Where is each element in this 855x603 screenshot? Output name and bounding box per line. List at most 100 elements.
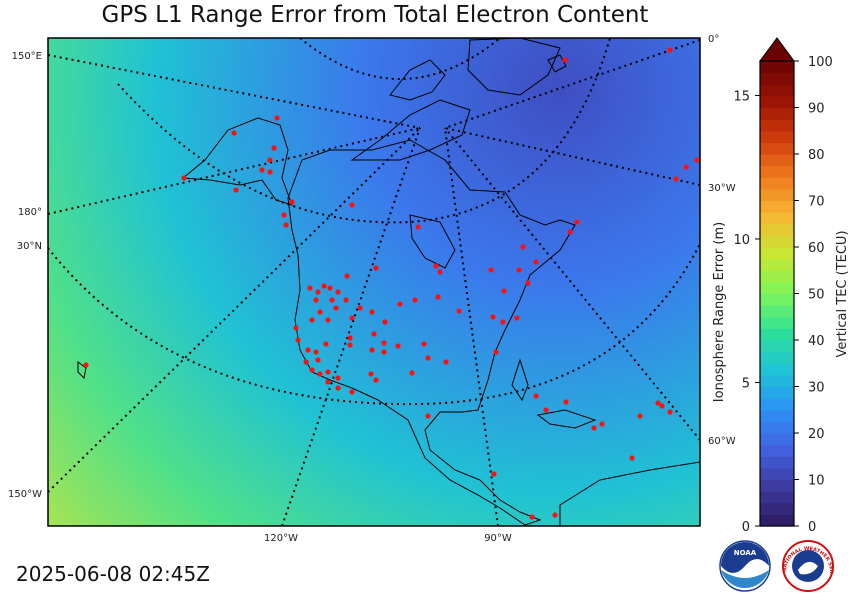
colorbar-band xyxy=(760,305,794,318)
alaska-outline xyxy=(181,117,293,206)
gps-station-marker xyxy=(425,413,431,419)
gps-station-marker xyxy=(456,308,462,314)
hudson-bay-outline xyxy=(409,214,456,269)
gps-station-marker xyxy=(305,347,311,353)
range-tick-label: 10 xyxy=(733,233,750,248)
colorbar-band xyxy=(760,165,794,178)
gps-station-marker xyxy=(409,370,415,376)
gps-station-marker xyxy=(293,325,299,331)
tec-colorbar: 0 5 10 15 0 10 20 30 40 50 60 70 80 90 100 Ionosphere… xyxy=(712,37,850,535)
colorbar-extend-arrow xyxy=(759,37,795,62)
gps-station-marker xyxy=(368,371,374,377)
gps-station-marker xyxy=(488,267,494,273)
gps-station-marker xyxy=(289,199,295,205)
gps-station-marker xyxy=(567,229,573,235)
gps-station-marker xyxy=(629,455,635,461)
gps-station-marker xyxy=(283,222,289,228)
tec-field xyxy=(48,38,700,526)
range-tick-label: 5 xyxy=(742,376,750,391)
gps-station-marker xyxy=(655,400,661,406)
gps-station-marker xyxy=(347,342,353,348)
tec-tick-label: 0 xyxy=(808,520,816,535)
gps-station-marker xyxy=(425,355,431,361)
gps-station-marker xyxy=(281,212,287,218)
gps-station-marker xyxy=(533,393,539,399)
label-120W: 120°W xyxy=(264,533,298,544)
colorbar-band xyxy=(760,130,794,143)
colorbar-bands xyxy=(760,61,794,527)
tec-tick-label: 80 xyxy=(808,148,825,163)
gps-station-marker xyxy=(574,219,580,225)
tec-tick-label: 10 xyxy=(808,474,825,489)
gps-station-marker xyxy=(369,347,375,353)
gps-station-marker xyxy=(516,267,522,273)
gps-station-marker xyxy=(333,305,339,311)
colorbar-band xyxy=(760,142,794,155)
gps-station-marker xyxy=(529,514,535,520)
label-30N: 30°N xyxy=(17,241,42,252)
gps-station-marker xyxy=(371,331,377,337)
gps-station-marker xyxy=(313,297,319,303)
tec-tick-label: 50 xyxy=(808,288,825,303)
colorbar-band xyxy=(760,398,794,411)
colorbar-band xyxy=(760,107,794,120)
graticule-meridian-180 xyxy=(48,127,421,215)
colorbar-band xyxy=(760,119,794,132)
colorbar-band xyxy=(760,61,794,74)
gps-station-marker xyxy=(295,337,301,343)
gps-station-marker xyxy=(303,359,309,365)
gps-station-marker xyxy=(343,297,349,303)
colorbar-band xyxy=(760,491,794,504)
gps-station-marker xyxy=(373,265,379,271)
gps-station-marker xyxy=(381,340,387,346)
gps-station-marker xyxy=(415,224,421,230)
gps-station-marker xyxy=(267,169,273,175)
gps-station-marker xyxy=(673,176,679,182)
tec-tick-label: 90 xyxy=(808,102,825,117)
gps-station-marker xyxy=(335,289,341,295)
gps-station-marker xyxy=(317,371,323,377)
gps-station-marker xyxy=(683,164,689,170)
gps-station-marker xyxy=(421,341,427,347)
gps-station-marker xyxy=(500,319,506,325)
map-area xyxy=(48,38,700,526)
colorbar-band xyxy=(760,467,794,481)
graticule-parallel-30N xyxy=(48,243,700,406)
graticule-meridian-30W xyxy=(444,127,700,186)
colorbar-band xyxy=(760,188,794,202)
colorbar-band xyxy=(760,374,794,388)
gps-station-marker xyxy=(309,317,315,323)
cuba-outline xyxy=(536,409,597,429)
greenland-outline xyxy=(467,38,561,96)
gps-station-marker xyxy=(369,309,375,315)
gps-station-marker xyxy=(373,377,379,383)
gps-station-marker xyxy=(395,343,401,349)
gps-station-marker xyxy=(325,379,331,385)
gps-station-marker xyxy=(335,385,341,391)
colorbar-band xyxy=(760,281,794,295)
label-60W: 60°W xyxy=(708,436,736,447)
gps-station-marker xyxy=(501,288,507,294)
colorbar-band xyxy=(760,456,794,469)
gps-station-marker xyxy=(313,349,319,355)
gps-station-marker xyxy=(543,407,549,413)
gps-station-marker xyxy=(382,319,388,325)
colorbar-band xyxy=(760,212,794,225)
label-180: 180° xyxy=(18,207,42,218)
gps-station-marker xyxy=(181,175,187,181)
label-150E: 150°E xyxy=(12,51,42,62)
gps-station-marker xyxy=(694,157,700,163)
colorbar-band xyxy=(760,247,794,260)
gps-station-marker xyxy=(327,285,333,291)
graticule xyxy=(48,38,700,526)
colorbar-band xyxy=(760,258,794,271)
range-axis-label: Ionosphere Range Error (m) xyxy=(712,222,727,402)
florida-outline xyxy=(511,358,529,402)
gps-station-marker xyxy=(325,317,331,323)
colorbar-band xyxy=(760,235,794,248)
gps-station-marker xyxy=(637,413,643,419)
colorbar-band xyxy=(760,351,794,364)
tec-tick-label: 70 xyxy=(808,195,825,210)
colorbar-band xyxy=(760,293,794,306)
colorbar-band xyxy=(760,409,794,422)
